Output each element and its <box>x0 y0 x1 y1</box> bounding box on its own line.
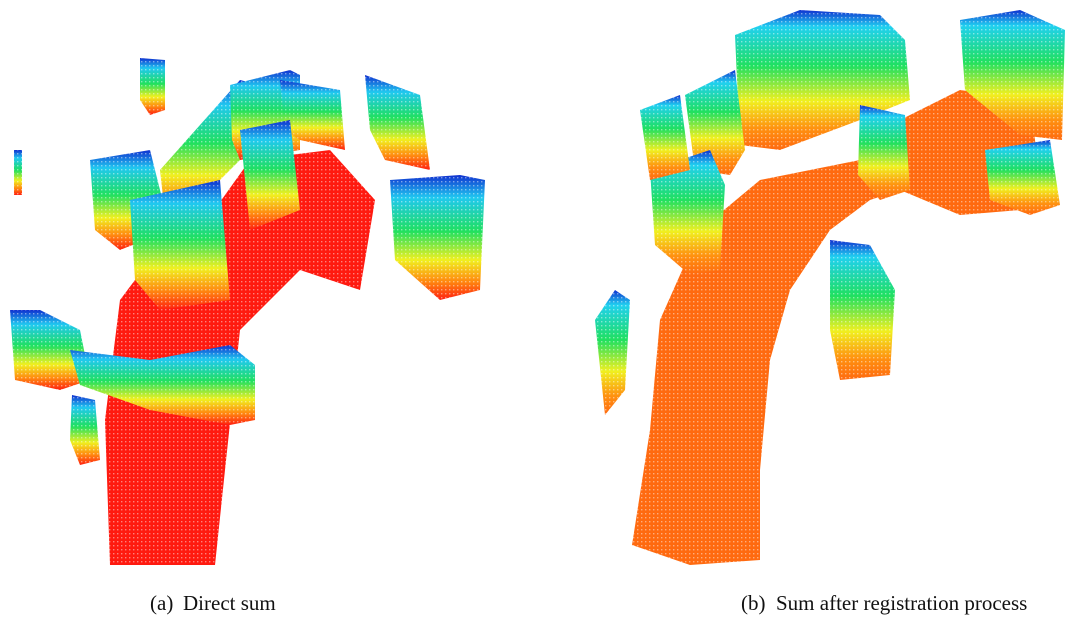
point-texture <box>590 5 1070 570</box>
point-cloud-b <box>590 5 1070 570</box>
subfigure-label: (a) <box>150 591 173 615</box>
figure: (a) Direct sum (b) Sum after registratio… <box>0 0 1077 628</box>
point-cloud-a <box>0 50 500 570</box>
point-texture <box>0 50 500 570</box>
subfigure-caption: Sum after registration process <box>776 591 1027 615</box>
subfigure-label: (b) <box>741 591 766 615</box>
subfigure-caption: Direct sum <box>183 591 276 615</box>
